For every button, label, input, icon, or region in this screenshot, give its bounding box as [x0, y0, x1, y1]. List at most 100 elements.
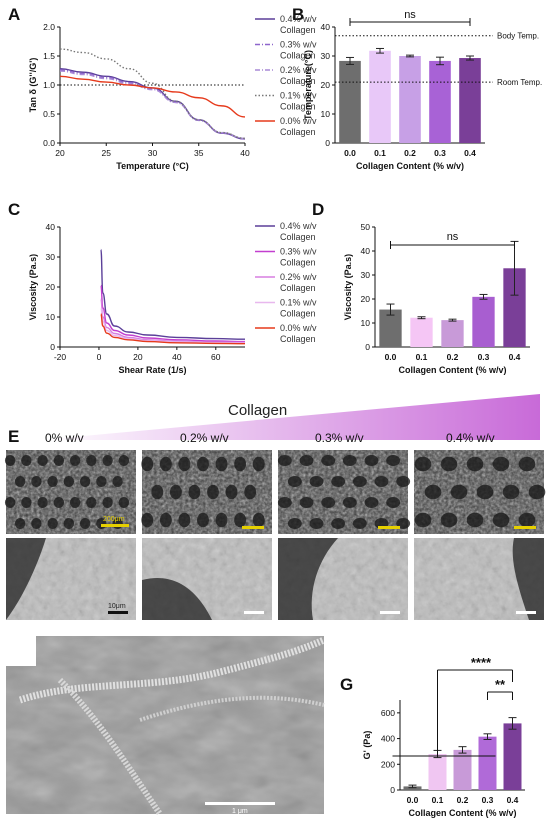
y-tick-label: 40 [46, 222, 56, 232]
sem-pore [14, 476, 26, 487]
y-tick-label: 20 [361, 294, 371, 304]
sem-pore [197, 456, 209, 472]
sem-pore [502, 484, 520, 500]
legend-label: 0.4% w/v [280, 14, 317, 24]
x-axis-title: Collagen Content (% w/v) [409, 808, 517, 818]
sem-pore [159, 456, 172, 472]
scale-bar-f-label: 1 μm [232, 808, 248, 815]
sem-pore [215, 456, 228, 472]
sem-pore [188, 484, 201, 500]
bar [503, 723, 522, 790]
collagen-fibril-2 [57, 677, 163, 816]
scale-bar-bottom-label: 10μm [108, 603, 126, 610]
legend-label-cont: Collagen [280, 102, 316, 112]
legend-label-cont: Collagen [280, 25, 316, 35]
sem-pore [118, 455, 130, 466]
sem-pore [331, 518, 346, 529]
sem-pore [14, 518, 26, 529]
sem-pore [440, 512, 458, 528]
panel-label-d: D [312, 200, 324, 219]
y-tick-label: 20 [46, 282, 56, 292]
legend-label: 0.2% w/v [280, 65, 317, 75]
chart-a-tan-delta: 0.0 0.5 1.0 1.5 2.0 Tan δ (G''/G') Temperature… [28, 14, 317, 171]
sem-pore [53, 455, 65, 466]
concentration-label-3: 0.4% w/v [446, 431, 495, 445]
series-line [100, 248, 246, 340]
sem-pore [102, 497, 113, 508]
sem-pore [178, 512, 191, 528]
sem-pore [37, 455, 48, 466]
y-tick-label: 0 [390, 785, 395, 795]
scale-bar-bottom [244, 611, 264, 614]
sem-pore [321, 455, 336, 466]
x-tick-label: 60 [211, 352, 221, 362]
scale-bar-top-label: 200μm [103, 516, 125, 523]
bar [503, 268, 526, 347]
sem-pore [21, 497, 32, 508]
significance-label: ns [404, 9, 416, 21]
sem-pore [309, 518, 324, 529]
sem-wall-shadow [278, 538, 338, 620]
y-tick-label: 30 [361, 270, 371, 280]
sem-pore [364, 455, 379, 466]
sem-pore [342, 455, 357, 466]
sem-pore [518, 456, 536, 472]
y-tick-label: 200 [381, 759, 395, 769]
x-tick-label: 0.2 [404, 148, 416, 158]
sem-pore [414, 512, 432, 528]
sem-pore [492, 456, 510, 472]
series-line [59, 75, 246, 118]
concentration-label-2: 0.3% w/v [315, 431, 364, 445]
sem-pore [21, 455, 32, 466]
sem-pore [424, 484, 442, 500]
y-tick-label: 30 [321, 51, 331, 61]
significance-label: ** [495, 677, 506, 692]
x-tick-label: 0 [97, 352, 102, 362]
x-tick-label: 35 [194, 148, 204, 158]
x-tick-label: 40 [172, 352, 182, 362]
x-tick-label: -20 [54, 352, 67, 362]
collagen-gradient-label: Collagen [228, 402, 287, 419]
sem-pore [352, 518, 367, 529]
series-line [59, 69, 246, 140]
legend-label: 0.1% w/v [280, 91, 317, 101]
sem-pore [118, 497, 130, 508]
legend-label: 0.4% w/v [280, 221, 317, 231]
sem-pore [252, 456, 265, 472]
sem-pore [299, 455, 314, 466]
scale-bar-bottom [380, 611, 400, 614]
scale-bar-top [101, 524, 129, 527]
sem-pore [207, 484, 219, 500]
y-axis-title: Viscosity (Pa.s) [28, 254, 38, 320]
sem-pore [528, 484, 546, 500]
scale-bar-top [514, 526, 536, 529]
bar [441, 320, 464, 347]
legend-label: 0.3% w/v [280, 247, 317, 257]
chart-g-storage-modulus: 0 200 400 600 G' (Pa) Collagen Content (% w/v… [362, 655, 525, 818]
sem-pore [225, 484, 238, 500]
sem-pore [518, 512, 536, 528]
scale-bar-f [205, 802, 275, 805]
sem-pore [79, 476, 91, 487]
y-tick-label: 400 [381, 734, 395, 744]
collagen-gradient-wedge [40, 394, 540, 440]
x-tick-label: 0.1 [432, 795, 444, 805]
panel-label-c: C [8, 200, 20, 219]
y-tick-label: 10 [361, 318, 371, 328]
y-axis-title: G' (Pa) [362, 731, 372, 760]
sem-pore [215, 512, 228, 528]
sem-pore [466, 456, 484, 472]
sem-pore [63, 518, 75, 529]
bar [428, 754, 447, 790]
legend-label: 0.3% w/v [280, 40, 317, 50]
sem-pore [102, 455, 113, 466]
sem-pore [79, 518, 91, 529]
sem-pore [352, 476, 367, 487]
x-axis-title: Collagen Content (% w/v) [399, 365, 507, 375]
collagen-fibril-1 [18, 636, 326, 704]
sem-pore [476, 484, 494, 500]
y-tick-label: 0.5 [43, 109, 55, 119]
x-tick-label: 0.4 [509, 352, 521, 362]
x-axis-title: Temperature (°C) [116, 161, 188, 171]
x-tick-label: 0.1 [374, 148, 386, 158]
